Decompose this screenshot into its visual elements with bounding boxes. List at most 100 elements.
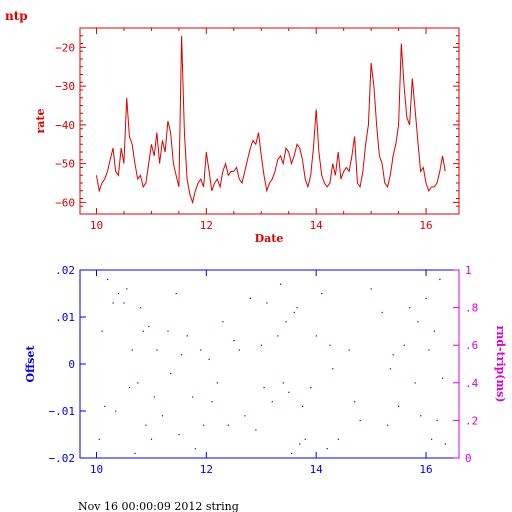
offset-point <box>131 349 133 351</box>
offset-point <box>178 434 180 436</box>
offset-point <box>321 293 323 295</box>
offset-point <box>354 401 356 403</box>
offset-y-tick-label: 0 <box>68 358 75 371</box>
offset-point <box>359 419 361 422</box>
roundtrip-axis-label: rnd-trip(ms) <box>494 325 507 402</box>
bottom-x-tick-label: 16 <box>419 463 432 476</box>
offset-point <box>387 424 389 426</box>
offset-point <box>101 330 103 332</box>
offset-point <box>208 358 210 360</box>
offset-y-tick-label: −.01 <box>49 405 76 418</box>
offset-point <box>420 415 422 417</box>
top-x-tick-label: 12 <box>200 219 213 232</box>
offset-point <box>98 438 100 440</box>
offset-point <box>304 438 306 440</box>
offset-point <box>117 293 120 295</box>
offset-point <box>277 335 279 337</box>
offset-y-tick-label: .02 <box>55 264 75 277</box>
offset-point <box>222 321 224 323</box>
offset-point <box>115 410 117 412</box>
offset-point <box>186 335 188 337</box>
offset-point <box>296 307 298 309</box>
bottom-x-tick-label: 12 <box>200 463 213 476</box>
top-y-axis-label: rate <box>34 108 47 133</box>
offset-point <box>238 349 240 351</box>
offset-point <box>161 415 164 417</box>
offset-point <box>436 419 438 422</box>
offset-point <box>134 452 136 454</box>
offset-y-tick-label: .01 <box>55 311 75 324</box>
bottom-x-tick-label: 10 <box>90 463 103 476</box>
offset-point <box>409 307 411 309</box>
offset-point <box>145 424 147 426</box>
offset-point <box>200 349 202 351</box>
bottom-x-tick-label: 14 <box>310 463 324 476</box>
top-chart-title: ntp <box>5 9 28 23</box>
offset-point <box>153 396 155 398</box>
roundtrip-y-tick-label: 1 <box>465 264 472 277</box>
offset-point <box>137 382 139 384</box>
offset-point <box>403 344 405 346</box>
offset-point <box>428 349 430 351</box>
offset-point <box>398 405 400 407</box>
offset-point <box>167 330 169 332</box>
offset-point <box>280 283 282 285</box>
offset-point <box>299 443 301 445</box>
offset-point <box>104 405 106 407</box>
offset-point <box>156 349 158 351</box>
offset-point <box>142 330 144 332</box>
offset-point <box>150 438 153 440</box>
offset-point <box>329 344 331 346</box>
footer-timestamp: Nov 16 00:00:09 2012 string <box>78 500 239 512</box>
top-x-tick-label: 16 <box>419 219 432 232</box>
offset-axis-label: Offset <box>24 345 37 383</box>
roundtrip-y-tick-label: .8 <box>465 302 478 315</box>
offset-point <box>255 429 257 431</box>
bottom-plot-frame <box>79 269 460 459</box>
offset-point <box>211 401 213 403</box>
offset-point <box>123 302 125 304</box>
offset-point <box>442 377 444 379</box>
offset-point <box>194 448 196 450</box>
offset-point <box>203 424 205 426</box>
offset-point <box>389 368 391 370</box>
offset-point <box>216 382 218 384</box>
offset-point <box>139 307 142 309</box>
top-y-tick-label: −40 <box>55 119 75 132</box>
offset-point <box>128 387 131 389</box>
offset-point <box>192 396 194 398</box>
offset-point <box>175 293 177 295</box>
offset-point <box>291 452 293 454</box>
top-y-tick-label: −50 <box>55 158 75 171</box>
roundtrip-y-tick-label: .6 <box>465 339 478 352</box>
offset-point <box>233 340 235 342</box>
offset-point <box>392 354 394 356</box>
offset-point <box>181 354 183 356</box>
offset-point <box>326 448 328 450</box>
offset-point <box>315 335 317 337</box>
offset-point <box>249 297 251 299</box>
offset-point <box>227 424 229 426</box>
offset-point <box>126 288 128 290</box>
offset-point <box>439 278 441 281</box>
offset-point <box>444 443 446 445</box>
offset-point <box>148 325 150 328</box>
offset-point <box>417 321 419 323</box>
roundtrip-y-tick-label: .4 <box>465 377 479 390</box>
offset-point <box>244 415 246 417</box>
offset-point <box>288 391 290 393</box>
offset-point <box>271 401 273 403</box>
offset-point <box>431 438 433 440</box>
offset-point <box>348 349 350 351</box>
offset-point <box>414 382 416 384</box>
offset-point <box>337 438 339 440</box>
offset-point <box>282 382 284 384</box>
offset-point <box>285 321 287 323</box>
offset-point <box>332 368 334 370</box>
top-x-tick-label: 10 <box>90 219 103 232</box>
offset-point <box>293 311 295 313</box>
rate-series-line <box>96 35 446 205</box>
offset-point <box>310 387 312 389</box>
offset-point <box>433 330 435 332</box>
offset-point <box>266 302 268 304</box>
